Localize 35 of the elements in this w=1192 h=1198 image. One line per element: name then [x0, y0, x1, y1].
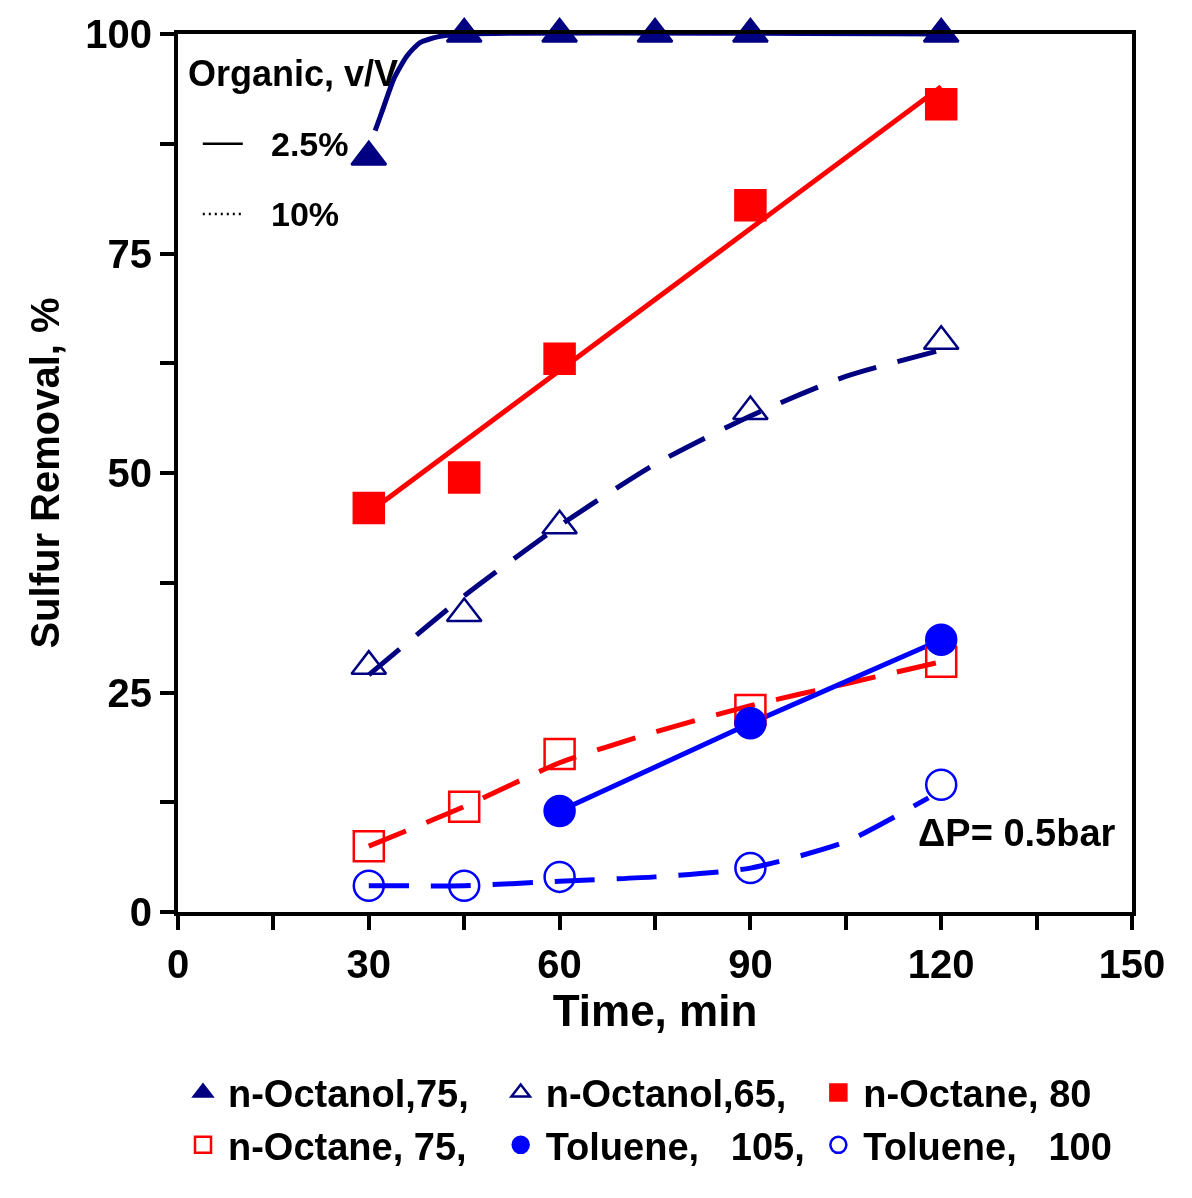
legend-label: Toluene, 100 — [863, 1125, 1112, 1168]
x-tick-label: 120 — [907, 942, 975, 986]
point — [924, 623, 958, 657]
y-tick-label: 50 — [107, 451, 152, 495]
y-tick-label: 75 — [107, 231, 152, 276]
point — [352, 869, 386, 902]
y-tick-label: 25 — [107, 670, 152, 715]
point — [543, 737, 576, 771]
x-tick-label: 60 — [537, 942, 582, 986]
point — [447, 869, 481, 902]
point — [543, 794, 576, 828]
point — [924, 768, 958, 801]
legend-label: n-Octane, 75, — [228, 1125, 467, 1168]
x-tick-label: 30 — [346, 942, 392, 986]
y-tick-label: 0 — [129, 890, 152, 934]
annotation: ΔP= 0.5bar — [918, 812, 1116, 854]
point — [734, 851, 767, 885]
annotation: 10% — [271, 195, 340, 233]
annotation: 2.5% — [271, 125, 349, 163]
point — [447, 790, 481, 823]
x-tick-label: 0 — [166, 942, 190, 986]
y-tick-label: 100 — [85, 12, 152, 56]
legend-label: n-Octanol,65, — [545, 1073, 787, 1116]
point — [543, 860, 576, 894]
legend-label: Toluene, 105, — [545, 1125, 805, 1168]
point — [352, 829, 386, 863]
x-tick-label: 90 — [728, 942, 773, 986]
point — [352, 491, 386, 525]
point — [447, 461, 481, 494]
y-axis-title: Sulfur Removal, % — [23, 297, 68, 649]
x-tick-label: 150 — [1098, 942, 1166, 986]
x-axis-title: Time, min — [552, 986, 758, 1035]
legend-label: n-Octane, 80 — [863, 1073, 1092, 1116]
legend-label: n-Octanol,75, — [228, 1073, 469, 1116]
point — [734, 706, 767, 740]
